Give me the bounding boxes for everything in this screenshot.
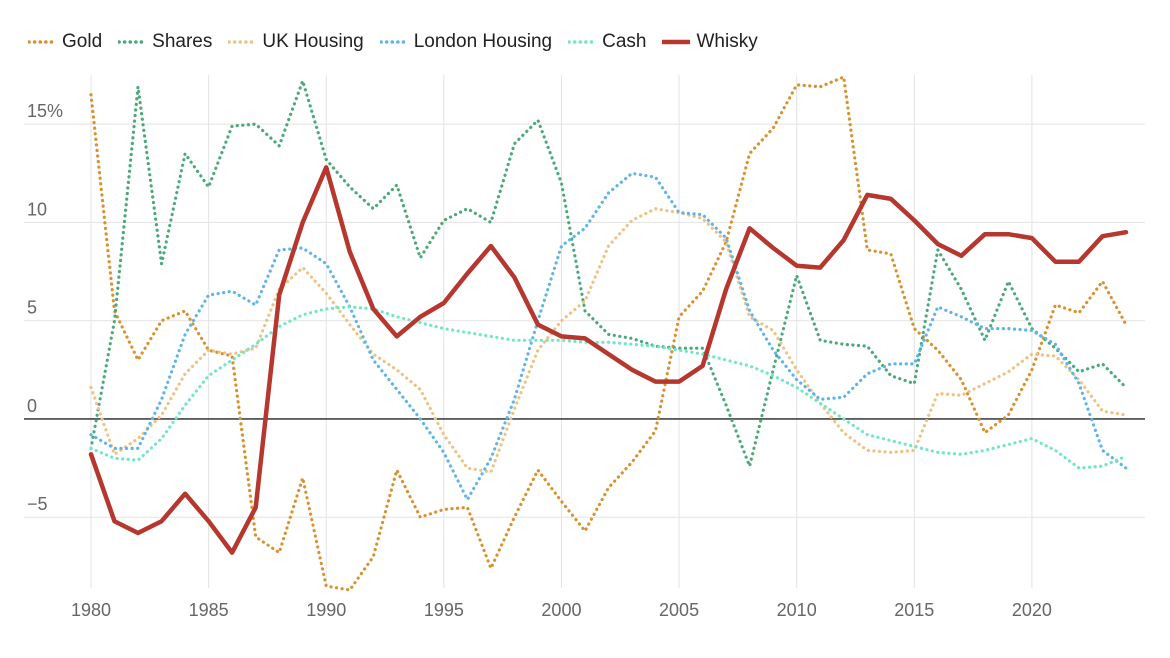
- y-tick-label-4: −5: [27, 494, 48, 514]
- legend-label-cash: Cash: [602, 31, 647, 52]
- x-tick-label-2015: 2015: [894, 600, 934, 620]
- legend-item-whisky[interactable]: Whisky: [662, 31, 758, 53]
- legend-item-cash[interactable]: Cash: [568, 31, 646, 53]
- legend-swatch-uk-housing: [228, 40, 257, 44]
- x-tick-label-1995: 1995: [424, 600, 464, 620]
- x-tick-label-1985: 1985: [189, 600, 229, 620]
- y-tick-label-0: 15%: [27, 101, 63, 121]
- legend: Gold Shares UK Housing London Housing Ca…: [28, 31, 774, 53]
- legend-item-shares[interactable]: Shares: [118, 31, 212, 53]
- legend-swatch-whisky: [662, 39, 691, 45]
- x-tick-label-1990: 1990: [306, 600, 346, 620]
- y-tick-label-3: 0: [27, 396, 37, 416]
- series-line-whisky: [88, 165, 1129, 555]
- y-tick-label-1: 10: [27, 199, 47, 219]
- series-line-shares: [89, 79, 1128, 468]
- legend-item-london-housing[interactable]: London Housing: [379, 31, 553, 53]
- legend-label-whisky: Whisky: [696, 31, 758, 52]
- y-axis-ticks: 15% 10 5 0 −5: [27, 101, 63, 514]
- legend-swatch-cash: [568, 40, 597, 44]
- legend-item-uk-housing[interactable]: UK Housing: [228, 31, 364, 53]
- legend-item-gold[interactable]: Gold: [28, 31, 102, 53]
- series-line-gold: [89, 75, 1128, 592]
- legend-label-gold: Gold: [62, 31, 103, 52]
- x-tick-label-2010: 2010: [777, 600, 817, 620]
- legend-swatch-gold: [28, 40, 56, 44]
- series-line-cash: [89, 305, 1128, 470]
- x-tick-label-1980: 1980: [71, 600, 111, 620]
- legend-swatch-london-housing: [379, 40, 408, 44]
- series-line-uk-housing: [89, 207, 1128, 474]
- y-tick-label-2: 5: [27, 298, 37, 318]
- x-tick-label-2000: 2000: [541, 600, 581, 620]
- legend-swatch-shares: [118, 40, 147, 44]
- x-axis-ticks: 1980 1985 1990 1995 2000 2005 2010 2015 2020: [71, 600, 1052, 620]
- legend-label-shares: Shares: [152, 31, 213, 52]
- x-tick-label-2020: 2020: [1012, 600, 1052, 620]
- gridlines: [24, 75, 1145, 588]
- series-line-london-housing: [89, 171, 1128, 502]
- series-lines: [88, 75, 1129, 592]
- legend-label-london-housing: London Housing: [413, 31, 553, 52]
- legend-label-uk-housing: UK Housing: [262, 31, 364, 52]
- x-tick-label-2005: 2005: [659, 600, 699, 620]
